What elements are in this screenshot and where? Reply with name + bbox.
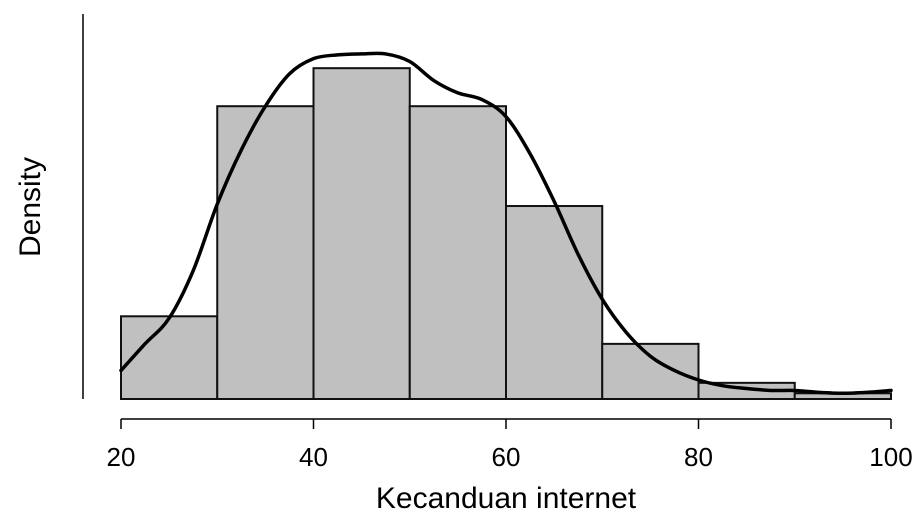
y-axis-title: Density	[14, 157, 47, 257]
x-axis-title: Kecanduan internet	[376, 482, 637, 515]
histogram-bar	[505, 205, 604, 400]
histogram-bar	[312, 67, 411, 401]
x-tick-label: 20	[107, 442, 136, 472]
x-tick-label: 100	[869, 442, 912, 472]
histogram-bar	[408, 105, 507, 401]
x-tick-label: 80	[684, 442, 713, 472]
x-axis-ticks: 20 40 60 80 100	[107, 419, 913, 472]
histogram-bar	[216, 105, 315, 401]
histogram-bar	[120, 315, 219, 400]
x-tick-label: 60	[492, 442, 521, 472]
density-curve	[119, 51, 893, 396]
histogram-bars	[120, 67, 892, 401]
histogram-bar	[601, 342, 700, 400]
x-tick-label: 40	[299, 442, 328, 472]
